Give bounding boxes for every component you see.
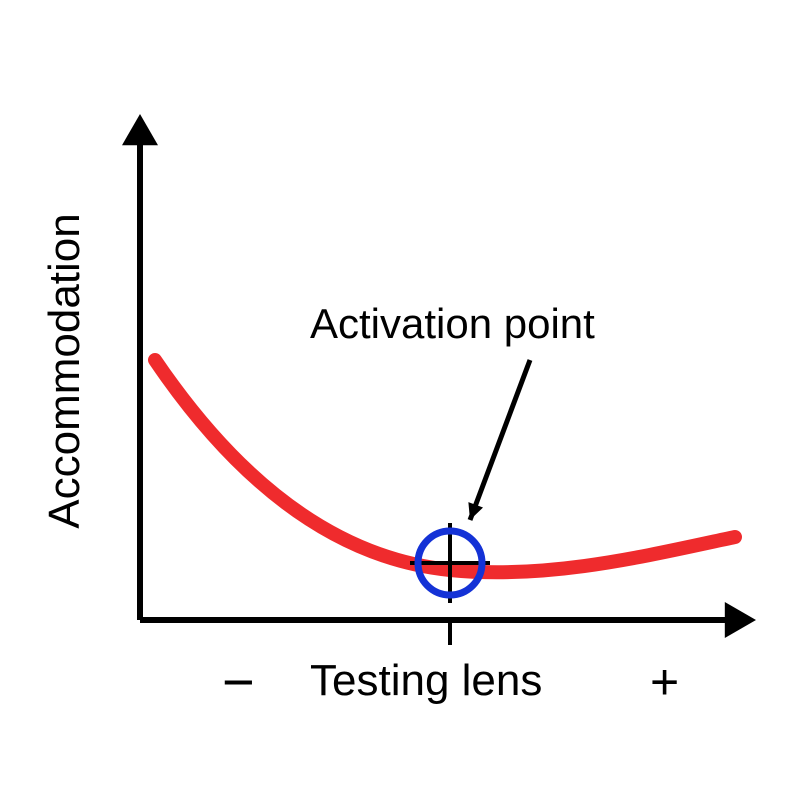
y-axis-label: Accommodation bbox=[40, 191, 90, 551]
x-axis-plus: + bbox=[650, 653, 679, 711]
x-axis-label: Testing lens bbox=[310, 656, 542, 706]
chart-canvas: Accommodation Activation point − Testing… bbox=[0, 0, 800, 800]
annotation-label: Activation point bbox=[310, 300, 595, 348]
x-axis-minus: − bbox=[222, 649, 255, 714]
